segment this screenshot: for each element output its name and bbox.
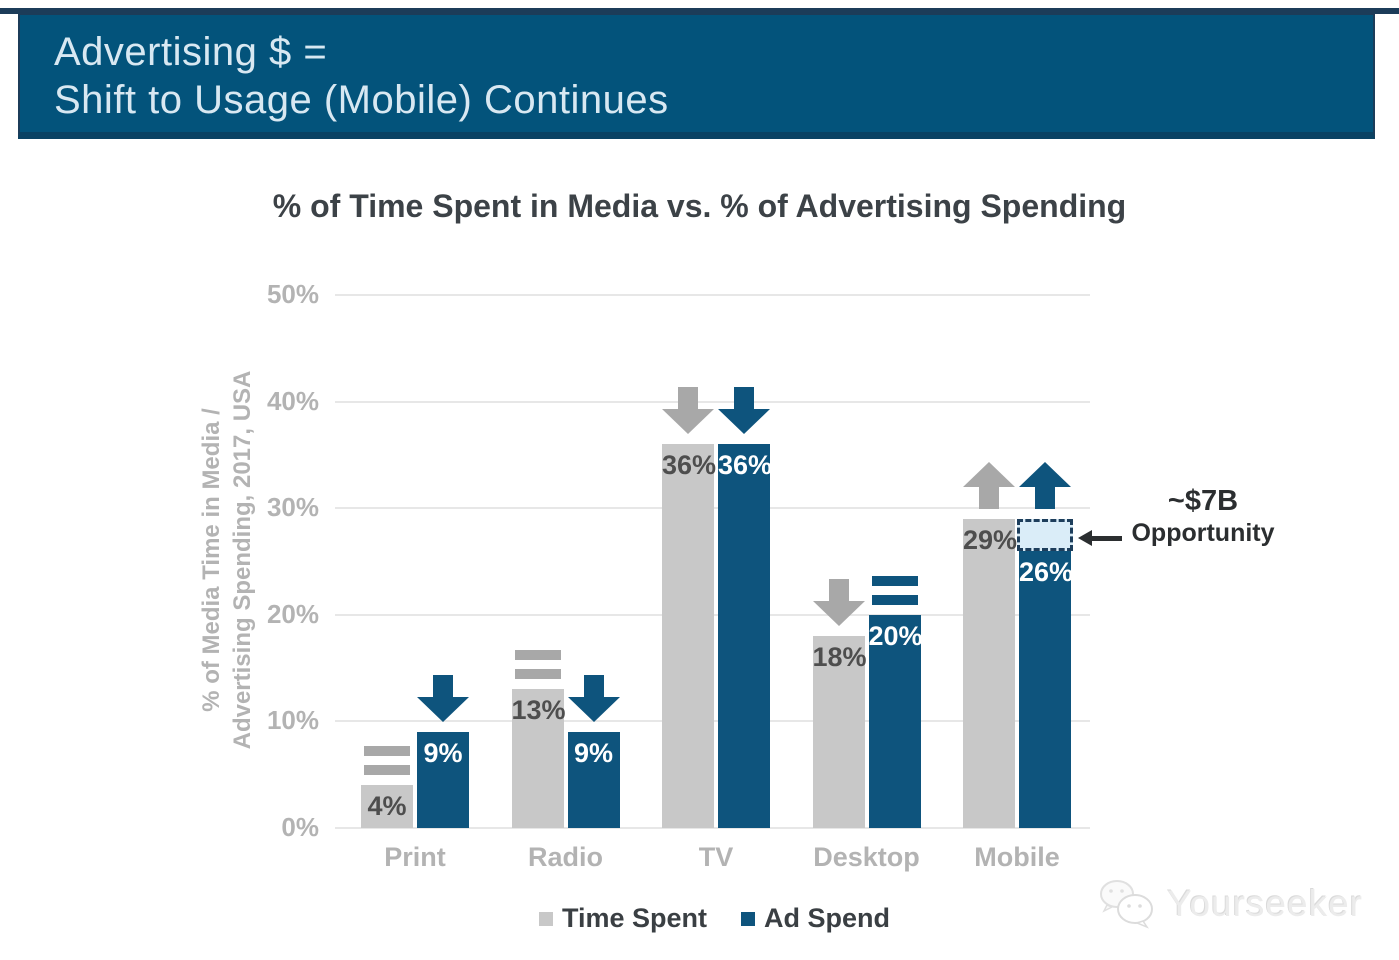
chat-bubbles-icon [1100,880,1154,929]
down-arrow-icon [567,675,620,723]
legend-item-time-spent: Time Spent [538,903,708,934]
bar-value-label: 36% [718,450,773,481]
down-arrow-icon [417,675,469,723]
ytick-10%: 10% [266,705,319,736]
y-axis-label-line2: Advertising Spending, 2017, USA [229,370,256,750]
legend-item-ad-spend: Ad Spend [741,903,890,934]
opportunity-box [1017,518,1073,551]
equals-icon [364,746,410,776]
ytick-20%: 20% [266,598,319,629]
bar-value-label: 36% [662,450,717,481]
header-banner: Advertising $ = Shift to Usage (Mobile) … [18,13,1375,139]
opportunity-word: Opportunity [1131,519,1275,547]
ytick-50%: 50% [266,279,319,309]
banner-title-line1: Advertising $ = [54,30,328,74]
down-arrow-icon [812,579,865,627]
down-arrow-icon [662,387,714,435]
opportunity-text: ~$7B Opportunity [1118,484,1288,548]
y-axis-label-line1: % of Media Time in Media / [198,408,225,712]
chart-title: % of Time Spent in Media vs. % of Advert… [272,188,1127,224]
left-arrow-icon [1078,530,1122,546]
watermark-text: Yourseeker [1167,883,1363,924]
bar-time-spent-mobile: 29% [963,518,1018,828]
category-label-mobile: Mobile [974,842,1060,872]
bar-ad-spend-desktop: 20% [868,614,923,828]
gridline-0% [335,827,1090,829]
banner-title-line2: Shift to Usage (Mobile) Continues [54,78,669,122]
bar-time-spent-desktop: 18% [812,636,867,828]
bar-time-spent-print: 4% [361,785,413,828]
bar-ad-spend-radio: 9% [567,732,620,828]
bar-ad-spend-mobile: 26% [1019,550,1074,828]
bar-value-label: 29% [963,524,1018,555]
category-label-desktop: Desktop [813,842,920,872]
equals-icon [514,650,561,680]
opportunity-amount: ~$7B [1167,485,1239,517]
up-arrow-icon [963,461,1015,509]
bar-value-label: 18% [812,642,867,673]
bar-ad-spend-print: 9% [417,732,469,828]
down-arrow-icon [718,387,770,435]
ytick-30%: 30% [266,492,319,523]
bar-value-label: 26% [1019,556,1074,587]
y-axis-label: % of Media Time in Media / Advertising S… [196,371,258,750]
bar-value-label: 4% [367,791,407,822]
legend-swatch-time-spent [538,911,553,926]
ytick-40%: 40% [266,385,319,416]
watermark: Yourseeker [1097,878,1363,930]
bar-value-label: 9% [423,738,463,769]
bar-ad-spend-tv: 36% [718,444,773,828]
category-label-tv: TV [698,842,734,872]
equals-icon [871,575,918,605]
ytick-0%: 0% [281,812,319,842]
up-arrow-icon [1019,461,1071,509]
category-label-radio: Radio [527,842,603,872]
bar-value-label: 13% [511,695,566,726]
category-label-print: Print [384,842,446,872]
bar-value-label: 9% [573,738,614,769]
gridline-40% [335,400,1090,403]
plot-area: 0% 10% 20% 30% 40% 50% 4% 9% Print 13% 9% Radio 36% 3… [267,279,1090,872]
top-border-strip [0,8,1399,14]
bar-time-spent-tv: 36% [662,444,717,828]
legend-swatch-ad-spend [741,911,756,926]
bar-time-spent-radio: 13% [511,689,566,828]
legend: Time Spent Ad Spend [0,903,1399,934]
bar-value-label: 20% [868,620,923,651]
legend-label: Ad Spend [764,903,891,933]
legend-label: Time Spent [561,903,708,933]
gridline-50% [335,294,1090,296]
